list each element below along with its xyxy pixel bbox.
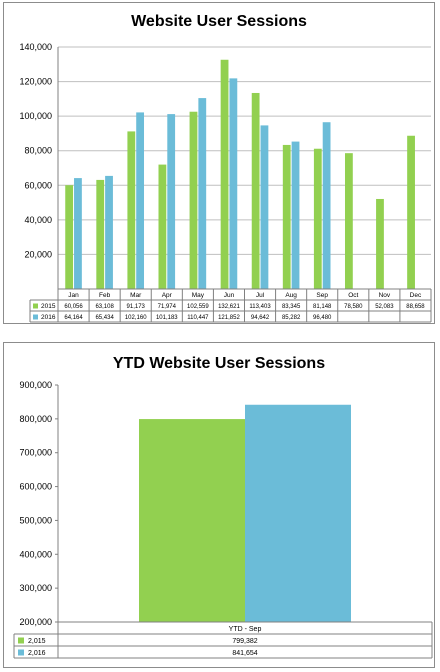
y-tick-label: 900,000 — [19, 380, 52, 390]
data-label: 63,108 — [95, 304, 114, 310]
monthly-sessions-chart-panel: Website User Sessions 20,000 40,000 60,000… — [3, 2, 435, 324]
bar-2016-Apr — [167, 114, 176, 289]
x-tick-label: Jul — [256, 292, 265, 299]
y-tick-label: 40,000 — [24, 215, 52, 225]
data-label: 96,480 — [313, 315, 332, 321]
x-tick-label: Feb — [99, 292, 111, 299]
y-tick-label: 140,000 — [19, 42, 52, 52]
y-tick-label: 20,000 — [24, 249, 52, 259]
y-tick-label: 120,000 — [19, 77, 52, 87]
x-tick-label: Sep — [316, 292, 328, 299]
ytd-sessions-chart: 200,000 300,000 400,000 500,000 600,000 700,0… — [13, 380, 433, 659]
bar-2015-Apr — [158, 164, 167, 289]
data-label: 91,173 — [127, 304, 146, 310]
bar-2016-Jun — [229, 78, 238, 289]
legend-entry: 2,016 — [28, 650, 46, 657]
x-tick-label: May — [192, 292, 205, 299]
data-label: 132,621 — [218, 304, 240, 310]
bar-2015-May — [189, 111, 198, 289]
legend-key-2015 — [33, 303, 38, 309]
data-label: 71,974 — [158, 304, 177, 310]
y-tick-label: 800,000 — [19, 414, 52, 424]
bar-2015-Nov — [376, 198, 384, 289]
x-tick-label: Jun — [224, 292, 235, 299]
y-tick-label: 400,000 — [19, 549, 52, 559]
bar-2015-Mar — [127, 131, 136, 289]
data-label: 101,183 — [156, 315, 178, 321]
data-label: 64,164 — [64, 315, 83, 321]
data-label: 88,658 — [406, 304, 425, 310]
y-tick-label: 300,000 — [19, 583, 52, 593]
bar-2015-Jan — [65, 185, 74, 289]
legend-key-2016 — [33, 314, 38, 320]
monthly-sessions-chart: 20,000 40,000 60,000 80,000 100,000 120,000 14… — [19, 42, 432, 323]
legend-entry: 2,015 — [28, 638, 46, 645]
bar-2015-Aug — [282, 144, 291, 289]
data-label: 81,148 — [313, 304, 332, 310]
data-label: 799,382 — [232, 638, 257, 645]
bar-2015-Feb — [96, 179, 105, 289]
x-tick-label: Aug — [285, 292, 297, 299]
x-tick-label: Dec — [410, 292, 422, 299]
data-label: 121,852 — [218, 315, 240, 321]
y-tick-label: 500,000 — [19, 515, 52, 525]
legend-entry: 2015 — [41, 303, 56, 310]
bar-2016-Jul — [260, 125, 269, 289]
x-tick-label: Oct — [348, 292, 358, 299]
bar-2016 — [245, 404, 351, 622]
x-tick-label: Jan — [68, 292, 79, 299]
data-label: 60,056 — [64, 304, 83, 310]
y-tick-label: 200,000 — [19, 617, 52, 627]
bar-2016-Aug — [291, 141, 300, 289]
x-tick-label: Nov — [379, 292, 391, 299]
data-label: 110,447 — [187, 315, 209, 321]
y-tick-label: 600,000 — [19, 482, 52, 492]
data-label: 52,083 — [375, 304, 394, 310]
data-label: 102,160 — [125, 315, 147, 321]
chart-title: YTD Website User Sessions — [112, 355, 326, 372]
bar-2015-Jun — [220, 59, 229, 289]
x-tick-label: Apr — [162, 292, 173, 299]
data-label: 65,434 — [95, 315, 114, 321]
y-tick-label: 60,000 — [24, 180, 52, 190]
y-tick-label: 80,000 — [24, 146, 52, 156]
y-tick-label: 100,000 — [19, 111, 52, 121]
legend-key-2016 — [18, 649, 24, 656]
data-label: 94,642 — [251, 315, 270, 321]
data-label: 85,282 — [282, 315, 301, 321]
bar-2016-May — [198, 98, 207, 289]
bar-2015-Dec — [407, 135, 415, 289]
data-label: 841,654 — [232, 650, 257, 657]
ytd-sessions-chart-panel: YTD Website User Sessions 200,000 300,000… — [3, 342, 435, 668]
x-tick-label: Mar — [130, 292, 142, 299]
bar-2016-Jan — [74, 178, 82, 289]
legend-entry: 2016 — [41, 314, 56, 321]
data-label: 113,403 — [249, 304, 271, 310]
data-label: 78,580 — [344, 304, 363, 310]
bar-2016-Mar — [136, 112, 145, 289]
bar-2015-Sep — [313, 148, 322, 289]
bar-2015-Jul — [251, 92, 260, 289]
bar-2015-Oct — [344, 153, 353, 289]
legend-key-2015 — [18, 637, 24, 644]
chart-title: Website User Sessions — [131, 13, 307, 30]
x-tick-label: YTD - Sep — [229, 626, 262, 633]
bar-2016-Sep — [322, 122, 331, 289]
bar-2016-Feb — [105, 175, 113, 289]
y-tick-label: 700,000 — [19, 448, 52, 458]
data-label: 83,345 — [282, 304, 301, 310]
data-label: 102,559 — [187, 304, 209, 310]
bar-2015 — [139, 419, 245, 622]
